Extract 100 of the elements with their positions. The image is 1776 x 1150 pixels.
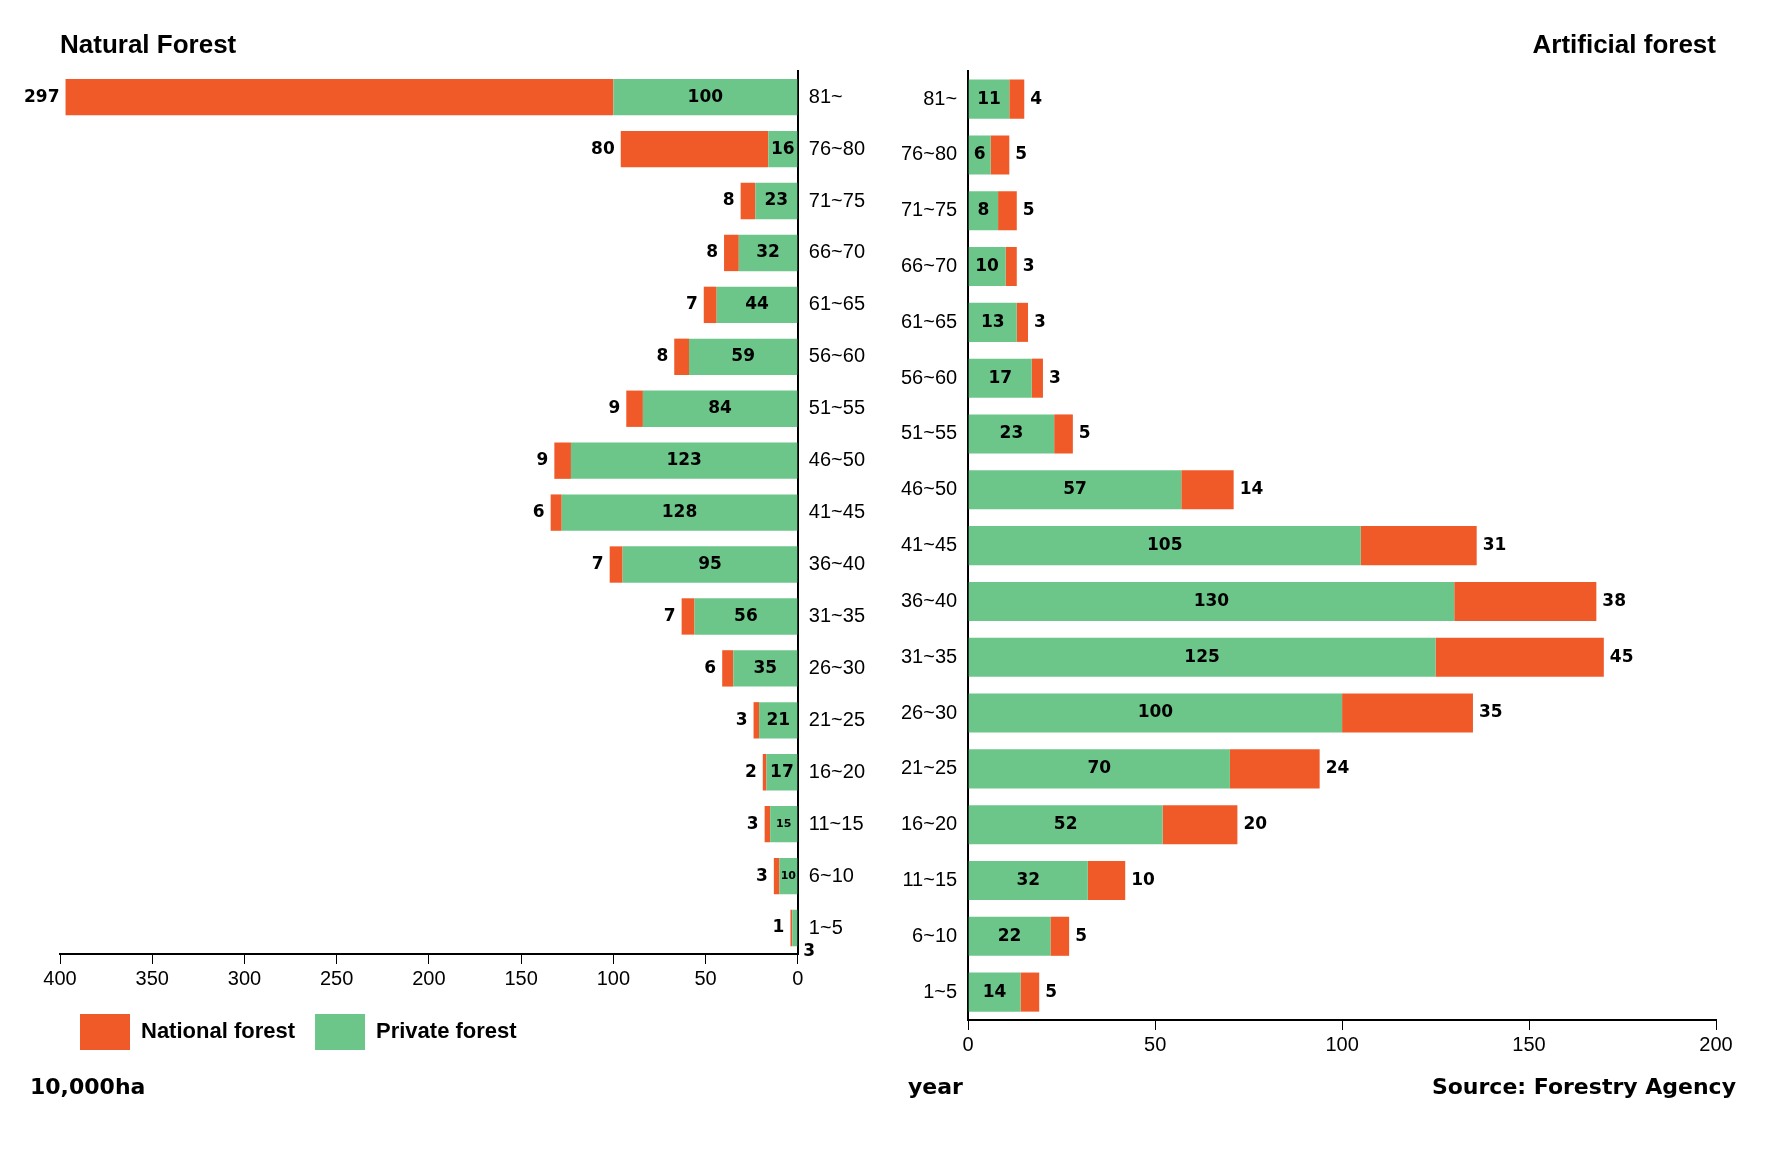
bar bbox=[770, 806, 798, 843]
bar bbox=[773, 857, 780, 895]
bar bbox=[968, 414, 1055, 454]
legend-label: National forest bbox=[141, 1018, 296, 1044]
bar bbox=[716, 286, 798, 324]
data-label: 24 bbox=[1325, 757, 1350, 778]
bar bbox=[561, 494, 798, 531]
data-label: 6 bbox=[704, 656, 717, 677]
data-label: 32 bbox=[1016, 868, 1041, 889]
bar bbox=[753, 702, 760, 739]
x-tick-label: 300 bbox=[227, 966, 262, 989]
bar bbox=[968, 358, 1032, 398]
data-label: 17 bbox=[770, 760, 794, 781]
bar bbox=[1229, 749, 1320, 789]
bar bbox=[968, 581, 1455, 621]
y-tick-label: 66~70 bbox=[808, 240, 865, 263]
data-label: 7 bbox=[685, 293, 698, 314]
data-label: 5 bbox=[1078, 422, 1091, 443]
data-label: 1 bbox=[772, 916, 785, 937]
bar bbox=[1360, 526, 1477, 566]
bar bbox=[792, 909, 798, 947]
data-label: 3 bbox=[735, 708, 748, 729]
y-tick-label: 1~5 bbox=[808, 915, 843, 938]
bar bbox=[968, 302, 1017, 342]
data-label: 6 bbox=[973, 143, 986, 164]
data-label: 9 bbox=[536, 449, 549, 470]
data-label: 35 bbox=[1478, 701, 1503, 722]
data-label: 3 bbox=[756, 864, 768, 885]
y-tick-label: 56~60 bbox=[901, 365, 958, 388]
data-label: 11 bbox=[977, 87, 1001, 108]
bar bbox=[968, 749, 1230, 789]
y-tick-label: 21~25 bbox=[901, 756, 958, 779]
y-tick-label: 71~75 bbox=[901, 198, 958, 221]
legend-label: Private forest bbox=[376, 1018, 518, 1044]
y-tick-label: 31~35 bbox=[808, 603, 865, 626]
data-label: 2 bbox=[744, 760, 757, 781]
bar bbox=[1087, 860, 1126, 901]
y-tick-label: 21~25 bbox=[808, 707, 865, 730]
data-label: 84 bbox=[708, 397, 733, 418]
data-label: 105 bbox=[1146, 534, 1183, 555]
x-tick-label: 100 bbox=[1325, 1032, 1359, 1055]
data-label: 22 bbox=[997, 924, 1022, 945]
data-label: 8 bbox=[656, 345, 669, 366]
y-tick-label: 26~30 bbox=[808, 655, 865, 678]
data-label: 32 bbox=[756, 241, 780, 262]
y-tick-label: 41~45 bbox=[901, 533, 958, 556]
x-tick-label: 200 bbox=[1699, 1032, 1733, 1055]
y-tick-label: 1~5 bbox=[923, 979, 958, 1002]
bar bbox=[1005, 247, 1017, 287]
data-label: 3 bbox=[803, 940, 816, 961]
data-label: 10 bbox=[975, 254, 1000, 275]
x-tick-label: 150 bbox=[1512, 1032, 1546, 1055]
bar bbox=[990, 135, 1010, 175]
bar bbox=[1435, 637, 1604, 677]
y-tick-label: 36~40 bbox=[901, 588, 958, 611]
y-tick-label: 51~55 bbox=[808, 396, 865, 419]
bar bbox=[1050, 916, 1070, 956]
y-tick-label: 56~60 bbox=[808, 344, 865, 367]
bar bbox=[968, 860, 1088, 901]
chart-title: Artificial forest bbox=[1532, 28, 1717, 59]
bar bbox=[570, 442, 798, 479]
bar bbox=[968, 526, 1361, 566]
data-label: 15 bbox=[776, 817, 792, 831]
data-label: 10 bbox=[1131, 868, 1156, 889]
bar bbox=[626, 390, 643, 427]
bar bbox=[1181, 470, 1234, 510]
data-label: 9 bbox=[608, 397, 621, 418]
data-label: 59 bbox=[731, 345, 755, 366]
data-label: 21 bbox=[766, 708, 791, 729]
x-tick-label: 0 bbox=[792, 966, 804, 989]
bar bbox=[620, 130, 769, 168]
bar bbox=[689, 338, 798, 375]
data-label: 13 bbox=[980, 310, 1005, 331]
bar bbox=[1020, 972, 1040, 1012]
data-label: 6 bbox=[532, 501, 545, 522]
bar bbox=[1009, 79, 1025, 119]
text: 10,000ha bbox=[30, 1074, 146, 1099]
data-label: 57 bbox=[1063, 478, 1087, 499]
x-tick-label: 50 bbox=[694, 966, 717, 989]
y-tick-label: 76~80 bbox=[901, 142, 958, 165]
y-tick-label: 6~10 bbox=[808, 863, 854, 886]
data-label: 100 bbox=[687, 85, 724, 106]
x-tick-label: 200 bbox=[412, 966, 446, 989]
bar bbox=[968, 805, 1163, 845]
data-label: 44 bbox=[745, 293, 769, 314]
data-label: 8 bbox=[977, 199, 990, 220]
data-label: 5 bbox=[1022, 199, 1035, 220]
y-tick-label: 66~70 bbox=[901, 254, 958, 277]
data-label: 130 bbox=[1193, 589, 1230, 610]
data-label: 17 bbox=[988, 366, 1013, 387]
data-label: 4 bbox=[1030, 87, 1043, 108]
bar bbox=[722, 650, 734, 687]
y-tick-label: 61~65 bbox=[808, 292, 865, 315]
y-tick-label: 41~45 bbox=[808, 500, 865, 523]
bar bbox=[65, 78, 614, 116]
bar bbox=[1016, 302, 1028, 342]
data-label: 3 bbox=[746, 812, 759, 833]
bar bbox=[1054, 414, 1073, 454]
bar bbox=[968, 470, 1182, 510]
x-tick-label: 100 bbox=[596, 966, 631, 989]
